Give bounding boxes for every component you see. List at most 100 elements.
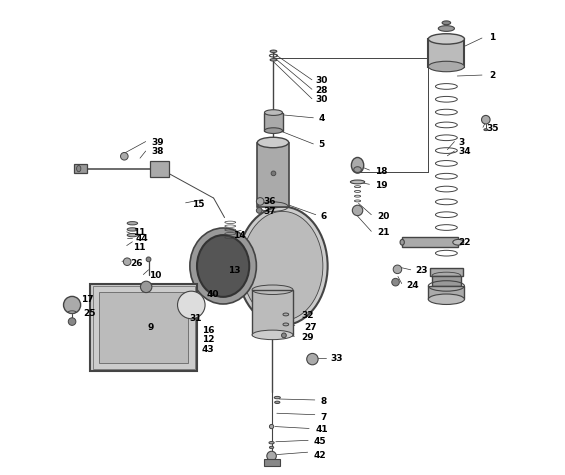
- Text: 45: 45: [314, 437, 326, 446]
- Ellipse shape: [146, 257, 151, 262]
- Text: 22: 22: [458, 238, 471, 247]
- Ellipse shape: [257, 137, 289, 148]
- Bar: [99, 292, 189, 363]
- Circle shape: [63, 296, 81, 314]
- Bar: [264, 113, 282, 131]
- Ellipse shape: [438, 26, 454, 31]
- Text: 14: 14: [233, 231, 245, 239]
- Text: 4: 4: [318, 114, 324, 123]
- Circle shape: [123, 258, 131, 266]
- Circle shape: [68, 318, 76, 325]
- Ellipse shape: [453, 239, 464, 245]
- Text: 33: 33: [330, 354, 342, 363]
- Text: 18: 18: [375, 167, 388, 175]
- Bar: [251, 290, 293, 335]
- Ellipse shape: [270, 59, 277, 61]
- Text: 35: 35: [487, 124, 499, 133]
- Circle shape: [271, 171, 276, 176]
- Ellipse shape: [242, 211, 323, 321]
- Circle shape: [393, 265, 402, 274]
- Text: 19: 19: [375, 181, 388, 190]
- Bar: [428, 39, 464, 66]
- Text: 3: 3: [458, 138, 464, 147]
- Text: 23: 23: [415, 266, 428, 275]
- Ellipse shape: [274, 396, 280, 399]
- Text: 10: 10: [150, 271, 162, 280]
- Ellipse shape: [442, 21, 451, 25]
- Ellipse shape: [190, 228, 257, 304]
- Ellipse shape: [283, 313, 289, 316]
- Ellipse shape: [428, 61, 464, 72]
- Text: 11: 11: [133, 228, 145, 237]
- Bar: [93, 286, 194, 369]
- Ellipse shape: [275, 401, 280, 404]
- Ellipse shape: [270, 425, 273, 428]
- Ellipse shape: [177, 291, 205, 319]
- Bar: [90, 284, 197, 371]
- Text: 6: 6: [320, 212, 327, 220]
- Circle shape: [141, 281, 152, 293]
- Text: 41: 41: [316, 426, 328, 434]
- Text: 21: 21: [377, 228, 390, 237]
- Ellipse shape: [400, 239, 405, 245]
- Ellipse shape: [270, 50, 277, 53]
- Text: 28: 28: [316, 86, 328, 95]
- Ellipse shape: [264, 110, 282, 115]
- Ellipse shape: [127, 221, 138, 225]
- Text: 25: 25: [83, 309, 95, 318]
- Ellipse shape: [68, 311, 76, 314]
- Text: 42: 42: [314, 452, 326, 460]
- Text: 31: 31: [190, 314, 202, 323]
- Bar: [430, 268, 463, 276]
- Bar: [402, 237, 458, 247]
- Text: 29: 29: [302, 333, 314, 342]
- Text: 36: 36: [263, 198, 276, 206]
- Text: 30: 30: [316, 95, 328, 104]
- Circle shape: [267, 451, 276, 461]
- Bar: [150, 161, 169, 177]
- Text: 40: 40: [206, 290, 219, 299]
- Text: 9: 9: [147, 323, 154, 332]
- Text: 1: 1: [489, 34, 496, 42]
- Ellipse shape: [354, 167, 362, 172]
- Text: 7: 7: [320, 414, 327, 422]
- Bar: [432, 276, 460, 286]
- Ellipse shape: [77, 166, 81, 171]
- Ellipse shape: [281, 333, 286, 338]
- Circle shape: [307, 353, 318, 365]
- Text: 5: 5: [318, 141, 324, 149]
- Circle shape: [392, 278, 399, 286]
- Ellipse shape: [428, 294, 464, 304]
- Text: 13: 13: [228, 266, 240, 275]
- Circle shape: [120, 152, 128, 160]
- Text: 27: 27: [304, 323, 316, 332]
- Text: 38: 38: [152, 148, 164, 156]
- Ellipse shape: [197, 235, 249, 297]
- Bar: [428, 286, 464, 299]
- Text: 34: 34: [458, 148, 471, 156]
- Text: 30: 30: [316, 76, 328, 85]
- Circle shape: [257, 208, 262, 213]
- Text: 16: 16: [202, 326, 214, 334]
- Bar: [263, 459, 280, 466]
- Text: 17: 17: [81, 295, 93, 304]
- Bar: [257, 142, 289, 207]
- Ellipse shape: [264, 128, 282, 133]
- Text: 37: 37: [263, 207, 276, 216]
- Ellipse shape: [283, 323, 289, 326]
- Ellipse shape: [351, 158, 364, 173]
- Text: 20: 20: [377, 212, 390, 220]
- Ellipse shape: [484, 129, 488, 131]
- Text: 8: 8: [320, 397, 327, 406]
- Text: 2: 2: [489, 72, 496, 80]
- Text: 39: 39: [152, 138, 164, 147]
- Ellipse shape: [269, 442, 274, 444]
- Bar: [75, 164, 87, 173]
- Text: 11: 11: [133, 243, 145, 251]
- Ellipse shape: [428, 34, 464, 44]
- Ellipse shape: [350, 180, 364, 184]
- Text: 24: 24: [406, 281, 419, 289]
- Circle shape: [353, 205, 363, 216]
- Text: 44: 44: [135, 235, 148, 243]
- Ellipse shape: [127, 228, 138, 231]
